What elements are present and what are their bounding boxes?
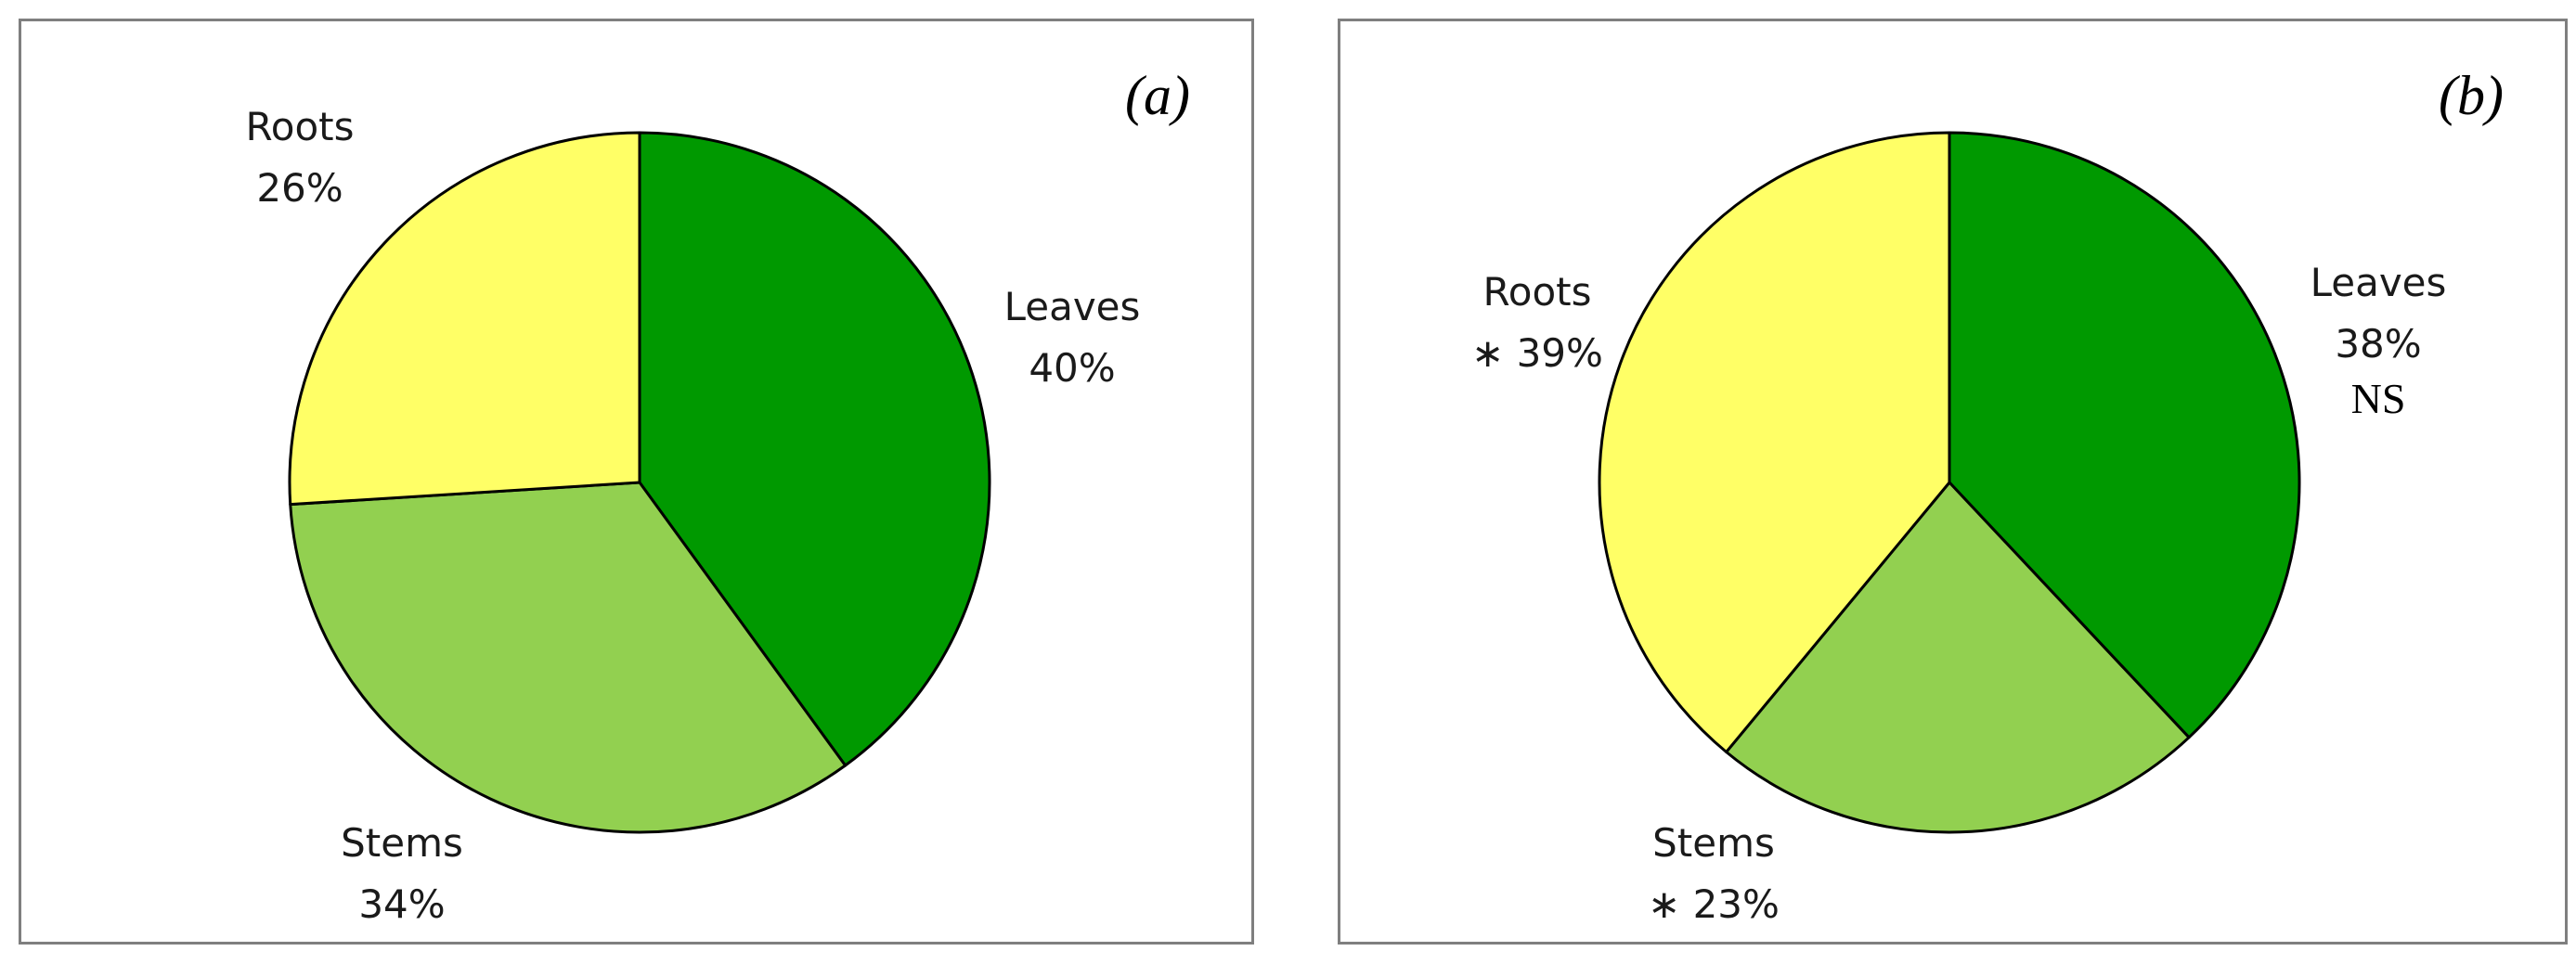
- slice-label-stems: Stems ∗ 23%: [1648, 820, 1780, 927]
- pie-slice-stems: [1725, 481, 2191, 834]
- panel-letter-a: (a): [1125, 65, 1190, 126]
- slice-label-percent: 34%: [358, 881, 445, 927]
- slice-label-significance: NS: [2351, 375, 2406, 422]
- pie-slice-leaves: [638, 131, 991, 767]
- slice-label-category: Roots: [245, 104, 354, 149]
- slice-label-stems: Stems 34%: [341, 820, 463, 927]
- slice-label-percent: ∗ 39%: [1471, 330, 1603, 376]
- slice-label-percent: 26%: [256, 165, 343, 211]
- panel-letter-b: (b): [2439, 65, 2504, 126]
- slice-label-percent: ∗ 23%: [1648, 881, 1780, 927]
- pie-slice-roots: [1598, 131, 1951, 753]
- slice-label-leaves: Leaves 38% NS: [2311, 260, 2447, 422]
- pie-slice-leaves: [1948, 131, 2301, 739]
- pie-slice-roots: [288, 131, 641, 507]
- pie-slice-stems: [289, 481, 848, 834]
- slice-label-category: Leaves: [2311, 260, 2447, 305]
- slice-label-category: Stems: [1652, 820, 1775, 866]
- pie-panel-a: (a) Leaves 40% Stems 34% Roots 26%: [19, 19, 1254, 945]
- pie-chart-b: Leaves 38% NS Stems ∗ 23% Roots ∗ 39%: [1471, 131, 2447, 927]
- slice-label-roots: Roots 26%: [245, 104, 354, 211]
- slice-label-category: Roots: [1482, 269, 1591, 315]
- slice-label-leaves: Leaves 40%: [1004, 284, 1141, 391]
- slice-label-category: Leaves: [1004, 284, 1141, 329]
- slice-label-category: Stems: [341, 820, 463, 866]
- slice-label-percent: 40%: [1029, 345, 1115, 391]
- slice-label-percent: 38%: [2335, 321, 2421, 366]
- pie-chart-a: Leaves 40% Stems 34% Roots 26%: [245, 104, 1141, 927]
- pie-panel-b: (b) Leaves 38% NS Stems ∗ 23% Roots ∗ 39%: [1338, 19, 2568, 945]
- slice-label-roots: Roots ∗ 39%: [1471, 269, 1603, 376]
